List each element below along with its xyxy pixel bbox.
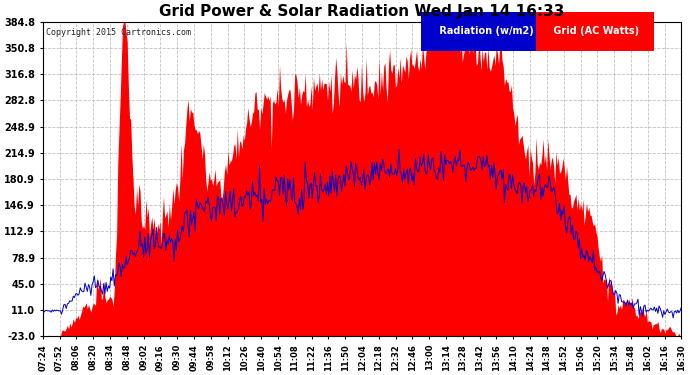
Title: Grid Power & Solar Radiation Wed Jan 14 16:33: Grid Power & Solar Radiation Wed Jan 14 … xyxy=(159,4,564,19)
Text: Radiation (w/m2): Radiation (w/m2) xyxy=(435,27,533,36)
Text: Copyright 2015 Cartronics.com: Copyright 2015 Cartronics.com xyxy=(46,28,191,37)
Text: Grid (AC Watts): Grid (AC Watts) xyxy=(551,27,640,36)
